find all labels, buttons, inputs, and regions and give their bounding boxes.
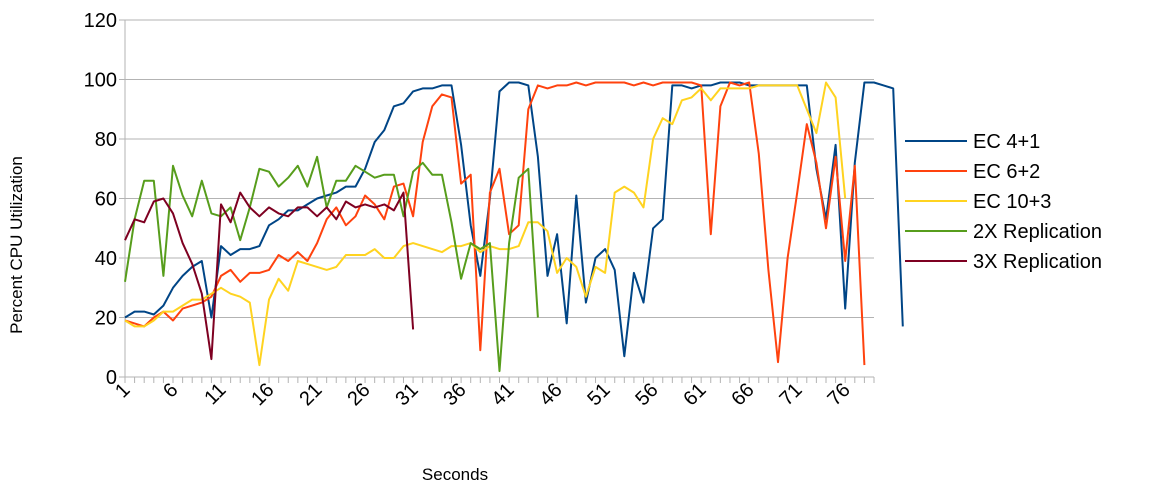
y-tick-label: 20 — [95, 308, 117, 330]
legend: EC 4+1 EC 6+2 EC 10+3 2X Replication 3X Repl… — [905, 131, 1102, 273]
x-tick-label: 31 — [391, 379, 422, 410]
y-tick-label: 40 — [95, 248, 117, 270]
legend-label: EC 10+3 — [973, 191, 1051, 213]
x-tick-label: 1 — [111, 379, 134, 402]
x-tick-label: 56 — [631, 379, 662, 410]
x-tick-label: 46 — [535, 379, 566, 410]
series-line-3 — [124, 155, 539, 373]
legend-label: EC 4+1 — [973, 131, 1040, 153]
y-tick-label: 100 — [84, 70, 117, 92]
x-axis-title: Seconds — [422, 465, 488, 484]
x-tick-label: 61 — [679, 379, 710, 410]
legend-label: EC 6+2 — [973, 161, 1040, 183]
gridlines — [119, 19, 874, 378]
y-tick-label: 60 — [95, 189, 117, 211]
series-line-2 — [124, 81, 847, 367]
y-tick-label: 120 — [84, 10, 117, 32]
x-tick-label: 21 — [295, 379, 326, 410]
y-tick-label: 80 — [95, 129, 117, 151]
legend-label: 2X Replication — [973, 221, 1102, 243]
y-tick-labels: 0 20 40 60 80 100 120 — [84, 10, 117, 389]
x-tick-label: 76 — [823, 379, 854, 410]
x-tick-label: 51 — [583, 379, 614, 410]
x-tick-label: 66 — [727, 379, 758, 410]
x-tick-label: 71 — [775, 379, 806, 410]
legend-label: 3X Replication — [973, 251, 1102, 273]
x-tick-label: 6 — [159, 379, 182, 402]
x-tick-label: 16 — [247, 379, 278, 410]
series-line-4 — [124, 191, 415, 361]
x-tick-label: 41 — [487, 379, 518, 410]
x-tick-label: 36 — [439, 379, 470, 410]
series-line-0 — [124, 81, 904, 358]
x-tick-labels: 1 6 11 16 21 26 31 36 41 46 51 56 61 66 71 76 — [111, 379, 855, 410]
series-line-1 — [124, 81, 866, 366]
x-tick-label: 26 — [343, 379, 374, 410]
y-tick-label: 0 — [106, 367, 117, 389]
x-tick-label: 11 — [200, 379, 230, 409]
y-axis-title: Percent CPU Utilization — [7, 156, 26, 334]
series-lines — [124, 81, 904, 373]
